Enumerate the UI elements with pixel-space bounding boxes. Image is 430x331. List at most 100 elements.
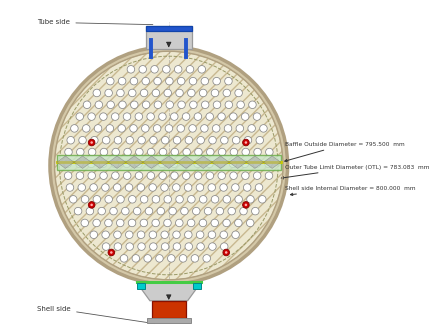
- Circle shape: [135, 172, 143, 179]
- Circle shape: [71, 125, 78, 132]
- Circle shape: [228, 207, 236, 215]
- Circle shape: [208, 184, 215, 191]
- Text: Shell side Internal Diameter = 800.000  mm: Shell side Internal Diameter = 800.000 m…: [285, 186, 416, 196]
- Circle shape: [161, 184, 168, 191]
- Circle shape: [129, 196, 136, 203]
- Circle shape: [201, 101, 209, 109]
- Circle shape: [88, 172, 95, 179]
- Circle shape: [140, 219, 147, 227]
- Circle shape: [147, 160, 154, 167]
- Circle shape: [70, 196, 77, 203]
- Circle shape: [149, 184, 157, 191]
- Polygon shape: [91, 156, 108, 168]
- Circle shape: [187, 196, 195, 203]
- Circle shape: [88, 202, 95, 208]
- Circle shape: [190, 101, 197, 109]
- Circle shape: [187, 219, 195, 227]
- Circle shape: [171, 172, 178, 179]
- Circle shape: [178, 77, 185, 85]
- Polygon shape: [195, 156, 212, 168]
- Circle shape: [119, 101, 126, 109]
- Circle shape: [91, 136, 98, 144]
- Circle shape: [221, 136, 228, 144]
- Bar: [146, 26, 192, 31]
- Circle shape: [241, 160, 249, 167]
- Circle shape: [90, 204, 93, 206]
- Circle shape: [108, 249, 115, 256]
- Circle shape: [159, 148, 167, 156]
- Circle shape: [253, 113, 261, 120]
- Circle shape: [135, 160, 142, 167]
- Circle shape: [147, 148, 155, 156]
- Circle shape: [197, 136, 204, 144]
- Polygon shape: [264, 156, 281, 168]
- Circle shape: [88, 113, 95, 120]
- Circle shape: [135, 113, 143, 120]
- Circle shape: [208, 231, 216, 239]
- Circle shape: [211, 196, 219, 203]
- Circle shape: [224, 125, 232, 132]
- Circle shape: [154, 125, 161, 132]
- Circle shape: [243, 202, 249, 208]
- Circle shape: [152, 219, 160, 227]
- Circle shape: [229, 160, 237, 167]
- Circle shape: [126, 231, 133, 239]
- Circle shape: [93, 196, 101, 203]
- Circle shape: [253, 172, 261, 179]
- Circle shape: [128, 219, 136, 227]
- Circle shape: [209, 243, 216, 250]
- Circle shape: [110, 207, 117, 215]
- Circle shape: [144, 255, 151, 262]
- Circle shape: [211, 219, 218, 227]
- Circle shape: [175, 219, 183, 227]
- Circle shape: [138, 136, 145, 144]
- Circle shape: [230, 113, 237, 120]
- Circle shape: [140, 89, 148, 97]
- Circle shape: [126, 136, 134, 144]
- Polygon shape: [212, 156, 229, 168]
- Circle shape: [170, 160, 178, 167]
- Circle shape: [130, 77, 138, 85]
- Bar: [147, 318, 191, 323]
- Circle shape: [102, 136, 110, 144]
- Circle shape: [181, 207, 188, 215]
- Circle shape: [154, 77, 161, 85]
- Circle shape: [225, 77, 232, 85]
- Circle shape: [127, 66, 135, 73]
- Circle shape: [139, 66, 147, 73]
- Circle shape: [152, 89, 160, 97]
- Polygon shape: [108, 156, 126, 168]
- Circle shape: [83, 101, 91, 109]
- Circle shape: [196, 184, 204, 191]
- Circle shape: [67, 136, 74, 144]
- Circle shape: [100, 148, 108, 156]
- Circle shape: [156, 255, 163, 262]
- Circle shape: [150, 136, 157, 144]
- Circle shape: [200, 89, 207, 97]
- Circle shape: [253, 160, 261, 167]
- Circle shape: [243, 184, 251, 191]
- Circle shape: [114, 231, 121, 239]
- Circle shape: [206, 160, 213, 167]
- Polygon shape: [74, 156, 91, 168]
- Circle shape: [243, 139, 249, 146]
- Circle shape: [256, 136, 264, 144]
- Circle shape: [169, 207, 176, 215]
- Circle shape: [173, 231, 180, 239]
- Text: Shell side: Shell side: [37, 306, 154, 324]
- Circle shape: [223, 219, 230, 227]
- Circle shape: [201, 77, 209, 85]
- Circle shape: [102, 243, 110, 250]
- Circle shape: [110, 251, 113, 254]
- Circle shape: [172, 184, 180, 191]
- Circle shape: [55, 51, 283, 280]
- Circle shape: [171, 148, 178, 156]
- Circle shape: [254, 148, 261, 156]
- Circle shape: [194, 160, 201, 167]
- Circle shape: [197, 243, 204, 250]
- Circle shape: [166, 101, 173, 109]
- Circle shape: [218, 172, 225, 179]
- Circle shape: [123, 172, 131, 179]
- Circle shape: [242, 148, 249, 156]
- Circle shape: [189, 125, 197, 132]
